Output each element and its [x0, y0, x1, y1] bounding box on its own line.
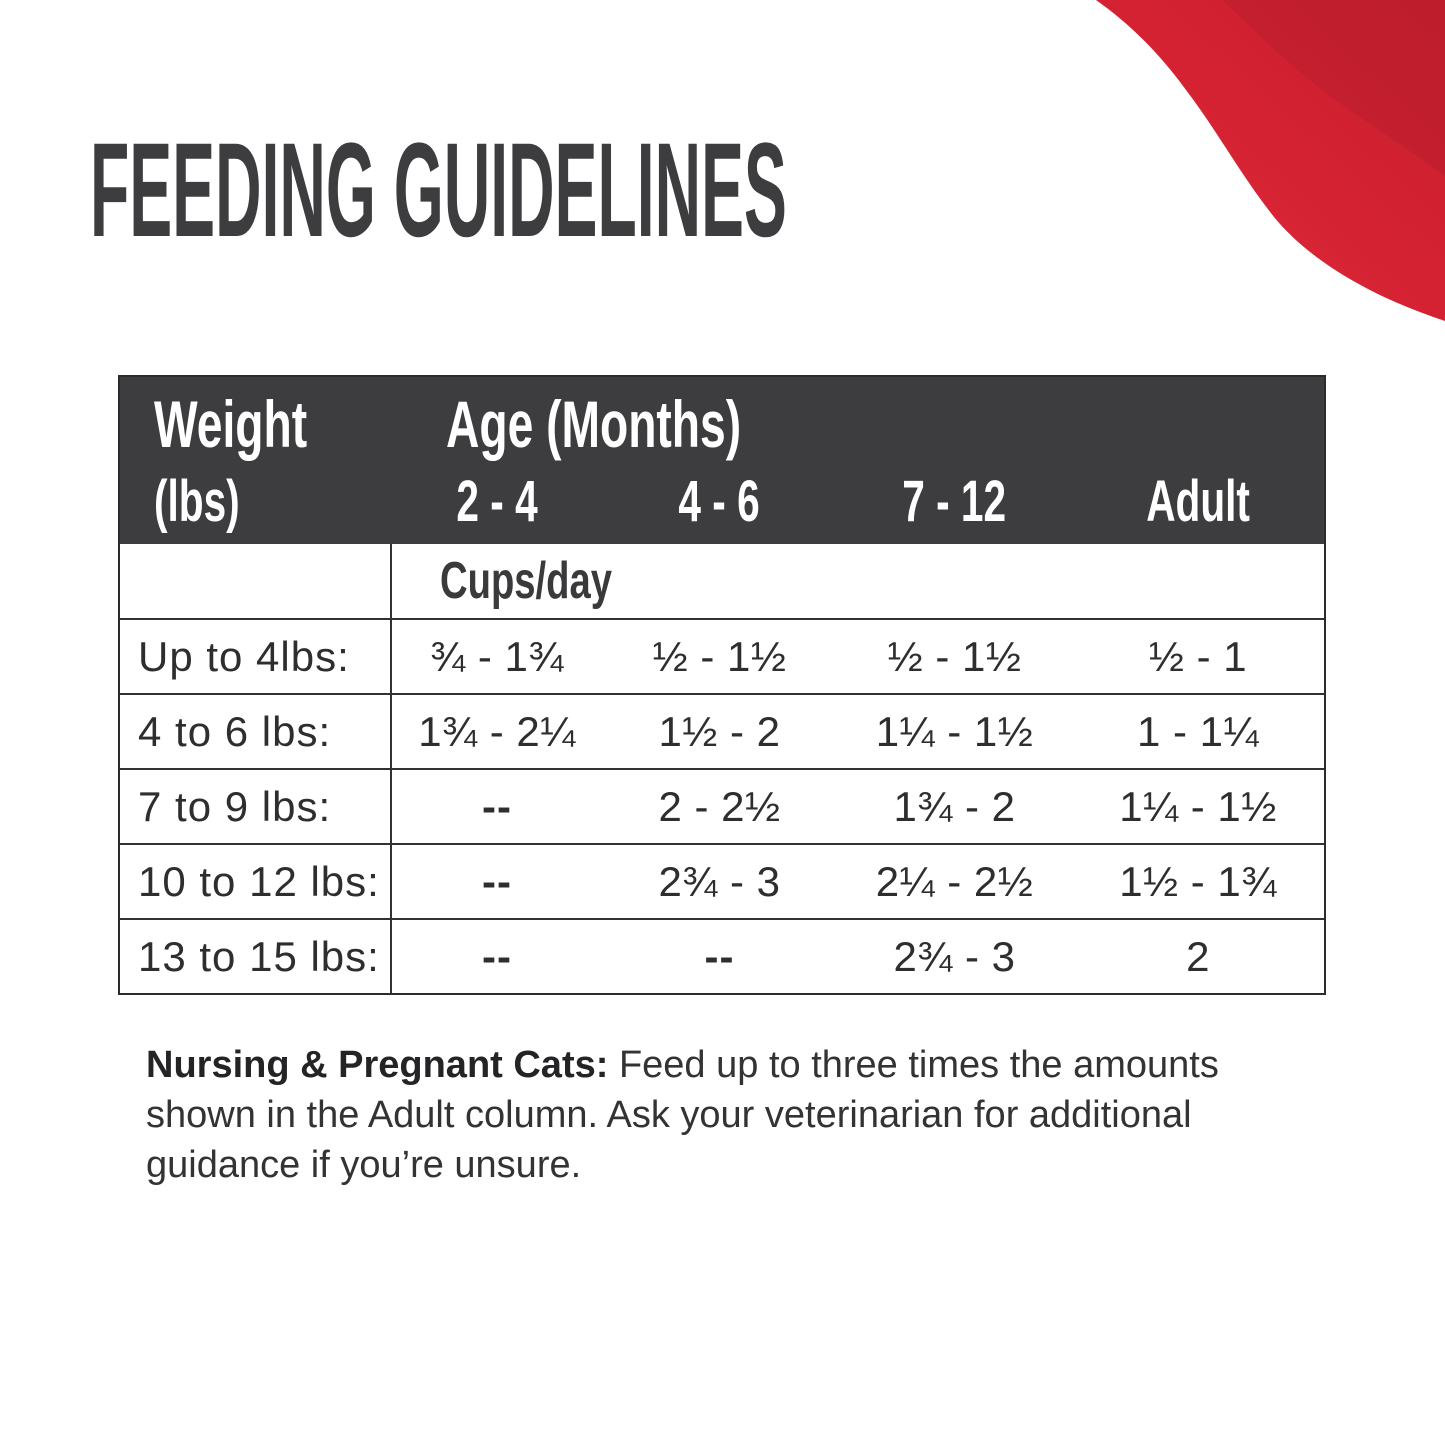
- row-value: 2¾ - 3: [658, 857, 781, 905]
- row-value: 2: [1186, 932, 1210, 980]
- row-weight-label: 7 to 9 lbs:: [120, 770, 392, 843]
- units-label: Cups/day: [440, 552, 613, 610]
- nursing-pregnant-note: Nursing & Pregnant Cats: Feed up to thre…: [146, 1040, 1356, 1190]
- note-lead-label: Nursing & Pregnant Cats:: [146, 1044, 609, 1086]
- row-value: ½ - 1: [1148, 632, 1248, 680]
- table-row: 7 to 9 lbs: -- 2 - 2½ 1¾ - 2 1¼ - 1½: [120, 768, 1324, 843]
- row-value: --: [704, 932, 735, 980]
- table-row: Up to 4lbs: ¾ - 1¾ ½ - 1½ ½ - 1½ ½ - 1: [120, 618, 1324, 693]
- units-cell: Cups/day: [392, 551, 1324, 611]
- row-value: 2 - 2½: [658, 782, 781, 830]
- feeding-table: Weight Age (Months) (lbs) 2 - 4 4 - 6 7 …: [118, 375, 1326, 995]
- row-weight-label: 4 to 6 lbs:: [120, 695, 392, 768]
- units-row: Cups/day: [120, 544, 1324, 618]
- table-row: 13 to 15 lbs: -- -- 2¾ - 3 2: [120, 918, 1324, 993]
- weight-header-label: Weight: [154, 387, 308, 461]
- red-swoosh-graphic: [1096, 0, 1445, 321]
- row-weight-label: 13 to 15 lbs:: [120, 920, 392, 993]
- age-col-4-6: 4 - 6: [678, 469, 761, 534]
- age-header-cell: Age (Months): [392, 391, 1324, 457]
- row-value: --: [482, 857, 512, 905]
- row-value: 1½ - 1¾: [1119, 857, 1277, 905]
- table-row: 10 to 12 lbs: -- 2¾ - 3 2¼ - 2½ 1½ - 1¾: [120, 843, 1324, 918]
- row-value: 1¼ - 1½: [875, 707, 1034, 755]
- row-value: --: [482, 932, 512, 980]
- row-weight-label: 10 to 12 lbs:: [120, 845, 392, 918]
- age-col-2-4: 2 - 4: [456, 469, 538, 534]
- age-header-label: Age (Months): [446, 387, 742, 461]
- row-value: 1¾ - 2¼: [418, 707, 576, 755]
- units-empty-cell: [120, 544, 392, 618]
- note-line-2: shown in the Adult column. Ask your vete…: [146, 1094, 1192, 1136]
- table-row: 4 to 6 lbs: 1¾ - 2¼ 1½ - 2 1¼ - 1½ 1 - 1…: [120, 693, 1324, 768]
- row-value: 2¾ - 3: [893, 932, 1016, 980]
- row-value: ½ - 1½: [887, 632, 1022, 680]
- age-col-adult: Adult: [1146, 469, 1250, 534]
- age-col-7-12: 7 - 12: [902, 469, 1007, 534]
- weight-unit-label: (lbs): [154, 469, 240, 534]
- row-value: --: [482, 782, 512, 830]
- note-line-3: guidance if you’re unsure.: [146, 1144, 582, 1186]
- table-header: Weight Age (Months) (lbs) 2 - 4 4 - 6 7 …: [120, 377, 1324, 544]
- page-title: FEEDING GUIDELINES: [90, 116, 787, 265]
- row-value: 1¼ - 1½: [1119, 782, 1277, 830]
- row-weight-label: Up to 4lbs:: [120, 620, 392, 693]
- note-line-1: Nursing & Pregnant Cats: Feed up to thre…: [146, 1044, 1219, 1086]
- weight-unit-cell: (lbs): [120, 473, 392, 531]
- row-value: ½ - 1½: [652, 632, 787, 680]
- row-value: ¾ - 1¾: [430, 632, 564, 680]
- row-value: 1½ - 2: [658, 707, 781, 755]
- row-value: 1 - 1¼: [1136, 707, 1260, 755]
- row-value: 2¼ - 2½: [875, 857, 1034, 905]
- row-value: 1¾ - 2: [893, 782, 1016, 830]
- weight-header-cell: Weight: [120, 391, 392, 457]
